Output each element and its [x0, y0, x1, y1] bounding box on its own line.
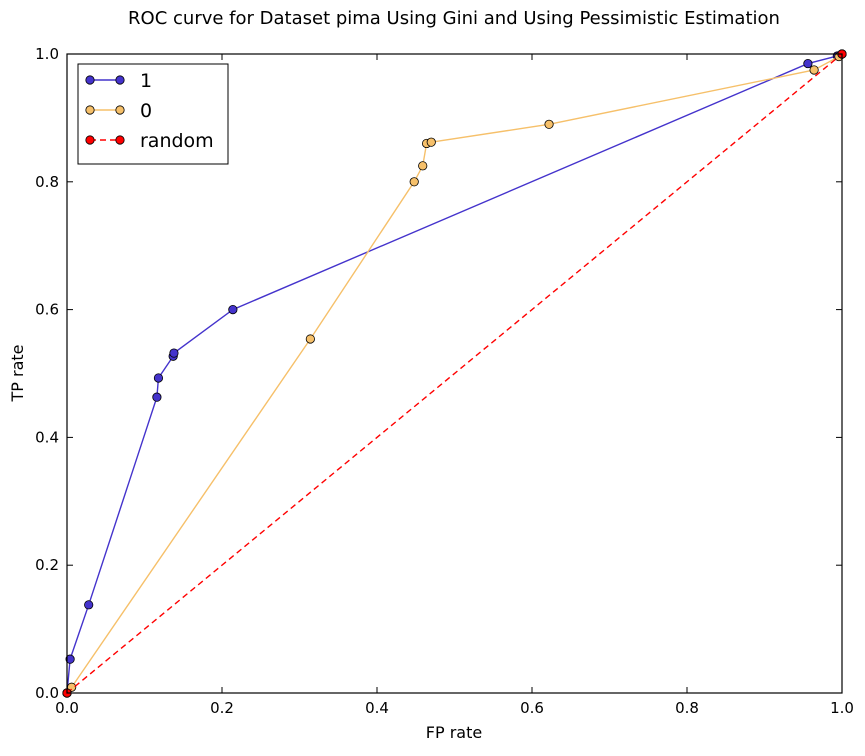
series-point-1 [544, 119, 554, 129]
y-axis-label: TP rate [8, 344, 27, 402]
plot-frame [66, 53, 843, 694]
x-axis-label: FP rate [426, 723, 482, 742]
x-tick-label: 1.0 [830, 699, 854, 717]
y-tick-label: 1.0 [35, 45, 59, 63]
legend-marker [115, 75, 125, 85]
axis-ticks: 0.0 0.2 0.4 0.6 0.8 1.0 0.0 0.2 0.4 0.6 0.8 1.0 [35, 45, 854, 717]
legend-label: random [140, 130, 214, 152]
legend-marker [115, 105, 125, 115]
x-tick-label: 0.2 [210, 699, 234, 717]
series-point-1 [305, 334, 315, 344]
series-layer [62, 49, 847, 698]
series-point-0 [153, 373, 164, 383]
y-tick-label: 0.6 [35, 301, 59, 319]
x-tick-label: 0.0 [55, 699, 79, 717]
y-tick-label: 0.8 [35, 173, 59, 191]
series-point-0 [65, 654, 75, 664]
series-point-0 [169, 348, 179, 358]
chart-title: ROC curve for Dataset pima Using Gini an… [128, 8, 780, 29]
series-point-0 [84, 600, 94, 610]
series-point-1 [418, 161, 428, 171]
legend-marker [85, 105, 95, 115]
series-point-0 [152, 392, 162, 402]
series-point-0 [803, 58, 813, 69]
legend-label: 0 [140, 100, 152, 122]
y-tick-label: 0.0 [35, 684, 59, 702]
legend-label: 1 [140, 70, 152, 92]
series-point-1 [809, 65, 819, 75]
legend-marker [85, 135, 95, 145]
x-tick-label: 0.6 [520, 699, 544, 717]
legend: 1 0 random [77, 63, 229, 165]
series-point-1 [409, 177, 419, 187]
series-point-1 [426, 137, 436, 147]
series-point-0 [228, 304, 238, 315]
x-tick-label: 0.4 [365, 699, 389, 717]
legend-marker [115, 135, 125, 145]
y-tick-label: 0.4 [35, 428, 59, 446]
x-tick-label: 0.8 [675, 699, 699, 717]
legend-marker [85, 75, 95, 85]
series-line-2 [66, 53, 843, 694]
y-tick-label: 0.2 [35, 556, 59, 574]
